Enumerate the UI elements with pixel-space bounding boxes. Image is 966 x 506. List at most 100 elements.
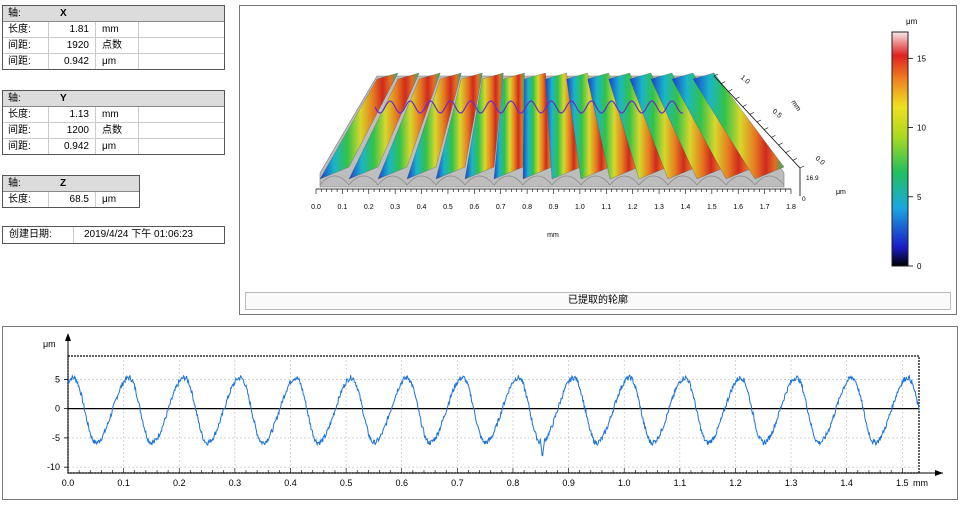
axis-name: Y (60, 93, 67, 104)
x-tick-label-3d: 1.4 (681, 204, 691, 211)
extracted-profile-caption: 已提取的轮廓 (245, 292, 951, 310)
ridge-front-profile (435, 175, 466, 186)
chart-series (67, 374, 920, 457)
ridge-front-profile (377, 175, 408, 186)
colorbar-tick-label: 15 (917, 54, 926, 63)
ridge-front-profile (551, 175, 582, 186)
x-tick-label: 1.1 (674, 478, 687, 488)
y-tick-label: 5 (55, 374, 60, 384)
x-axis-arrow (935, 470, 943, 476)
creation-date-value: 2019/4/24 下午 01:06:23 (84, 229, 193, 240)
y-tick-3d (728, 89, 733, 92)
surface-ridge (435, 72, 483, 180)
x-tick-label-3d: 0.5 (443, 204, 453, 211)
x-tick-label-3d: 0.3 (390, 204, 400, 211)
ridge-front-profile (609, 175, 640, 186)
colorbar-tick-label: 0 (917, 262, 922, 271)
x-tick-label-3d: 0.2 (364, 204, 374, 211)
y-tick-3d (799, 165, 805, 169)
x-tick-label: 0.6 (395, 478, 408, 488)
colorbar-tick-label: 10 (917, 124, 926, 133)
chart-grid (67, 355, 920, 474)
info-panel-y: 轴: Y 长度: 1.13 mm 间距: 1200 点数 间距: 0.942 μm (2, 90, 225, 155)
y-tick-3d (792, 158, 797, 161)
x-axis-label: mm (913, 478, 928, 488)
x-tick-label-3d: 1.3 (654, 204, 664, 211)
x-tick-label-3d: 1.8 (786, 204, 796, 211)
x-tick-label-3d: 1.5 (707, 204, 717, 211)
x-tick-label: 0.5 (340, 478, 353, 488)
x-tick-label: 0.4 (284, 478, 297, 488)
y-tick-3d (764, 127, 769, 130)
z-unit-3d: μm (836, 189, 846, 196)
x-tick-label: 0.9 (562, 478, 575, 488)
row-value: 1.13 (49, 107, 96, 122)
y-tick-3d (713, 73, 719, 77)
ridge-front-profile (580, 175, 611, 186)
surface-ridge (406, 72, 462, 180)
surface-ridges (319, 72, 785, 188)
y-tick-3d (785, 150, 790, 153)
ridge-front-profile (725, 175, 756, 186)
y-tick-label-3d: 0.5 (771, 108, 783, 120)
row-unit: μm (96, 139, 139, 154)
profile-chart-panel: 0.0 0.1 0.2 0.3 0.4 0.5 0.6 0.7 0.8 0.9 1.0 1.1 1.2 1… (2, 326, 958, 500)
ridge-front-profile (406, 175, 437, 186)
y-tick-label-3d: 0.0 (814, 155, 826, 167)
row-value: 0.942 (49, 139, 96, 154)
x-tick-label-3d: 0.7 (496, 204, 506, 211)
axis-name: Z (60, 178, 67, 189)
y-tick-3d (735, 96, 740, 100)
ridge-front-profile (348, 175, 379, 186)
row-value: 0.942 (49, 54, 96, 69)
surface-ridge (692, 72, 785, 180)
x-tick-label-3d: 1.7 (760, 204, 770, 211)
colorbar-ticks: 0 5 10 15 (908, 54, 926, 271)
info-panel-z: 轴: Z 长度: 68.5 μm (2, 175, 140, 208)
x-tick-label-3d: 0.9 (549, 204, 559, 211)
row-unit: 点数 (96, 38, 139, 53)
y-unit-3d: mm (789, 99, 802, 113)
surface-axes: 0.0 0.1 0.2 0.3 0.4 0.5 0.6 0.7 0.8 0.9 1.0 1.1 1.2 1… (311, 73, 826, 211)
y-tick-label: 0 (55, 404, 60, 414)
x-tick-label-3d: 0.0 (311, 204, 321, 211)
x-tick-label: 1.3 (785, 478, 798, 488)
ridge-front-profile (638, 175, 669, 186)
row-unit: μm (102, 194, 117, 205)
x-tick-label-3d: 1.0 (575, 204, 585, 211)
colorbar-tick-label: 5 (917, 193, 922, 202)
x-unit-3d: mm (547, 232, 559, 239)
x-tick-label-3d: 1.1 (601, 204, 611, 211)
extracted-profile-line (374, 100, 684, 114)
surface-ridge (650, 72, 727, 180)
chart-tick-labels: 0.0 0.1 0.2 0.3 0.4 0.5 0.6 0.7 0.8 0.9 1.0 1.1 1.2 1… (47, 374, 909, 488)
ridge-front-profile (696, 175, 727, 186)
profile-series-line (67, 374, 920, 457)
surface-ridge (587, 72, 640, 180)
row-label: 间距: (3, 123, 49, 138)
surface-ridge (671, 72, 756, 180)
row-label: 间距: (3, 54, 49, 69)
x-tick-label: 0.0 (62, 478, 75, 488)
colorbar-unit: μm (906, 17, 918, 26)
surface-3d-view[interactable]: 0.0 0.1 0.2 0.3 0.4 0.5 0.6 0.7 0.8 0.9 1.0 1.1 1.2 1… (239, 5, 957, 315)
x-tick-label: 1.2 (729, 478, 742, 488)
row-value: 68.5 (49, 192, 96, 207)
y-tick-label: -5 (52, 433, 60, 443)
profile-chart[interactable]: 0.0 0.1 0.2 0.3 0.4 0.5 0.6 0.7 0.8 0.9 1.0 1.1 1.2 1… (3, 327, 957, 499)
x-tick-label-3d: 0.8 (522, 204, 532, 211)
x-tick-label-3d: 1.6 (733, 204, 743, 211)
surface-ridge (522, 72, 553, 180)
creation-date: 创建日期: 2019/4/24 下午 01:06:23 (2, 226, 225, 244)
surface-3d-svg[interactable]: 0.0 0.1 0.2 0.3 0.4 0.5 0.6 0.7 0.8 0.9 1.0 1.1 1.2 1… (240, 6, 956, 294)
row-value: 1.81 (49, 22, 96, 37)
x-tick-label: 0.3 (229, 478, 242, 488)
surface-ridge (608, 72, 669, 180)
ridge-front-profile (319, 175, 350, 186)
z-tick-label-3d: 16.9 (806, 175, 819, 182)
y-tick-3d (771, 135, 776, 138)
x-tick-label: 0.7 (451, 478, 464, 488)
y-tick-label-3d: 1.0 (739, 74, 751, 86)
surface-ridge (464, 72, 504, 180)
creation-date-label: 创建日期: (3, 227, 74, 243)
